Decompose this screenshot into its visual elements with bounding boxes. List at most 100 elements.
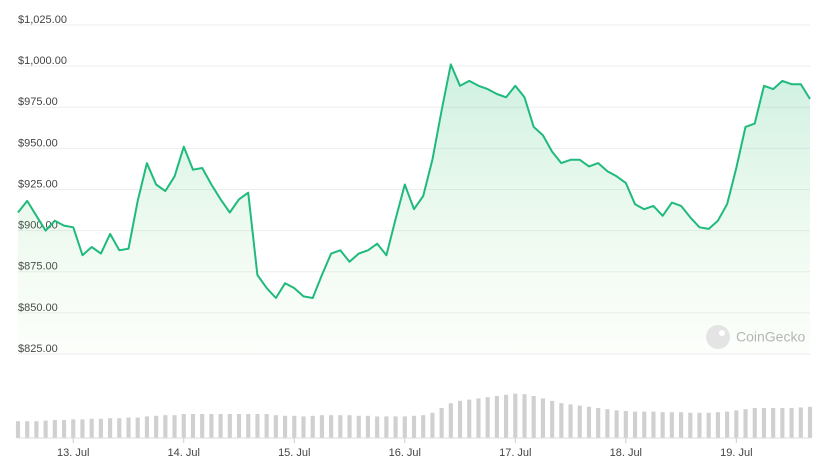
watermark: CoinGecko — [736, 329, 805, 345]
volume-bar — [540, 398, 546, 438]
volume-bar — [457, 400, 463, 438]
volume-bar — [255, 414, 260, 438]
y-tick-label: $975.00 — [18, 96, 58, 108]
volume-bar — [577, 405, 582, 438]
volume-bar — [725, 411, 730, 438]
volume-bar — [715, 412, 720, 438]
volume-bar — [80, 419, 85, 438]
volume-bar — [411, 415, 417, 438]
volume-bar — [743, 409, 748, 438]
volume-bar — [273, 415, 278, 438]
volume-bar — [172, 415, 177, 438]
volume-bar — [734, 410, 739, 438]
volume-bar — [310, 415, 315, 438]
volume-bar — [338, 415, 343, 438]
volume-bar — [559, 403, 564, 438]
volume-bar — [108, 418, 113, 438]
volume-bar — [421, 415, 426, 438]
volume-bar — [485, 397, 490, 438]
x-tick-label: 18. Jul — [610, 447, 642, 459]
volume-bar — [596, 408, 601, 438]
volume-bar — [135, 417, 140, 438]
volume-bar — [218, 414, 223, 438]
volume-bar — [329, 415, 334, 438]
volume-bar — [402, 416, 407, 438]
volume-bar — [384, 416, 389, 438]
volume-bar — [678, 412, 684, 438]
volume-bar — [614, 410, 619, 438]
volume-bar — [752, 408, 757, 438]
volume-bar — [209, 414, 214, 438]
volume-bar — [494, 396, 499, 438]
volume-bar — [504, 394, 509, 438]
volume-bar — [522, 394, 527, 438]
volume-bar — [568, 404, 573, 438]
y-tick-label: $950.00 — [18, 137, 58, 149]
volume-bar — [144, 416, 150, 438]
volume-bar — [163, 415, 168, 438]
volume-bar — [467, 399, 472, 438]
volume-bar — [319, 415, 324, 438]
volume-bar — [34, 421, 39, 438]
volume-bar — [98, 418, 103, 438]
volume-bar — [264, 414, 269, 438]
volume-bar — [651, 411, 656, 438]
volume-bar — [550, 400, 555, 438]
volume-bar — [236, 414, 242, 438]
x-tick-label: 15. Jul — [278, 447, 310, 459]
volume-bar — [190, 414, 196, 438]
volume-bar — [780, 408, 785, 438]
volume-bar — [117, 418, 122, 438]
x-tick-label: 19. Jul — [720, 447, 752, 459]
volume-bar — [789, 408, 794, 438]
volume-bar — [623, 411, 628, 438]
volume-bar — [365, 415, 371, 438]
volume-bar — [126, 417, 131, 438]
volume-bar — [61, 420, 67, 438]
volume-bar — [605, 409, 610, 438]
volume-bar — [669, 412, 674, 438]
volume-bar — [439, 408, 444, 438]
volume-bar — [706, 412, 711, 438]
x-tick-label: 17. Jul — [499, 447, 531, 459]
volume-bar — [513, 393, 518, 438]
volume-bar — [52, 420, 57, 438]
y-tick-label: $1,025.00 — [18, 14, 67, 26]
volume-bar — [43, 420, 48, 438]
volume-bar — [282, 415, 288, 438]
volume-bar — [761, 408, 767, 438]
volume-bar — [430, 412, 435, 438]
volume-bar — [632, 411, 638, 438]
volume-bar — [531, 396, 536, 438]
x-tick-label: 14. Jul — [168, 447, 200, 459]
volume-bar — [807, 406, 813, 438]
volume-bar — [154, 415, 159, 438]
volume-bar — [586, 406, 592, 438]
volume-bar — [356, 415, 361, 438]
volume-bar — [771, 408, 776, 438]
volume-bar — [71, 419, 76, 438]
volume-bar — [375, 416, 380, 438]
volume-bar — [688, 412, 693, 438]
volume-bar — [448, 403, 453, 438]
volume-bar — [393, 416, 398, 438]
volume-bar — [200, 414, 205, 438]
volume-bar — [15, 421, 21, 438]
volume-bar — [347, 415, 352, 438]
volume-bar — [301, 416, 306, 438]
x-tick-label: 16. Jul — [389, 447, 421, 459]
volume-bar — [642, 411, 647, 438]
x-tick-label: 13. Jul — [57, 447, 89, 459]
volume-bar — [660, 412, 665, 438]
y-tick-label: $925.00 — [18, 178, 58, 190]
volume-bar — [25, 421, 30, 438]
watermark-logo — [706, 325, 730, 349]
volume-bar — [476, 398, 481, 438]
volume-bar — [89, 418, 94, 438]
volume-bar — [246, 414, 251, 438]
volume-bar — [292, 415, 297, 438]
volume-bar — [181, 414, 186, 438]
y-tick-label: $1,000.00 — [18, 55, 67, 67]
